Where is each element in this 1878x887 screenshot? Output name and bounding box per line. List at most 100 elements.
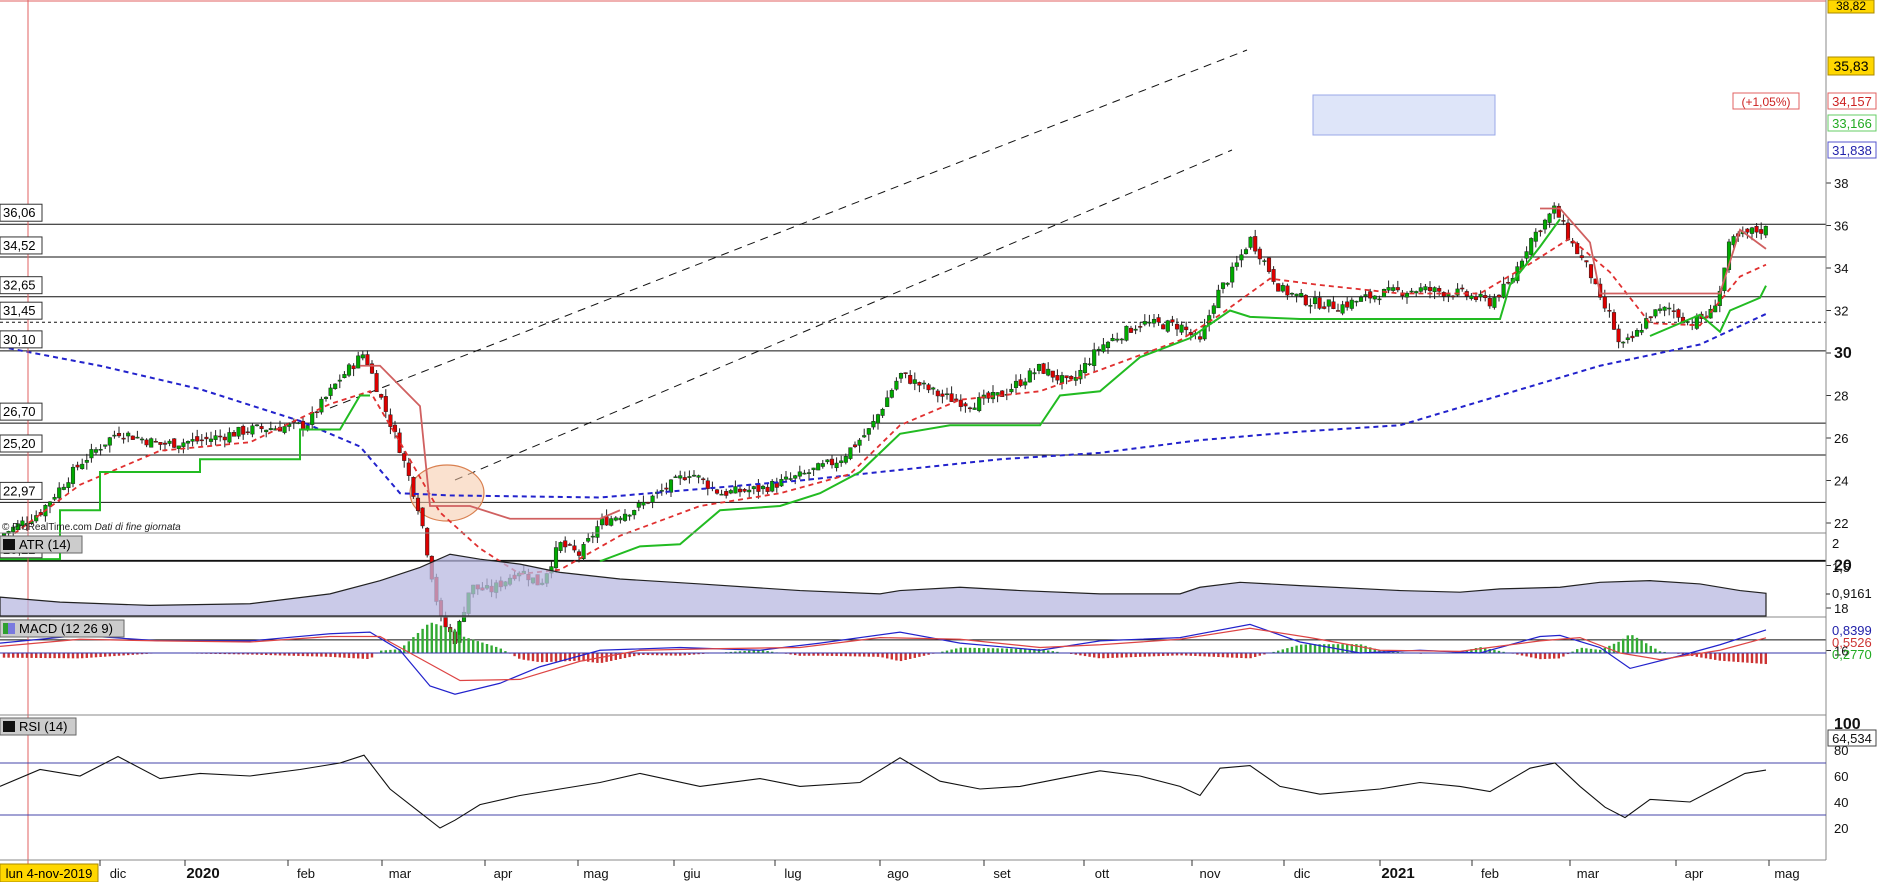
candle-body: [898, 373, 904, 379]
candle-body: [231, 432, 237, 437]
macd-histogram-bar: [1502, 651, 1505, 653]
level-label: 32,65: [3, 278, 36, 293]
macd-histogram-bar: [1033, 649, 1036, 653]
candle-body: [1639, 329, 1644, 333]
candle-body: [1294, 293, 1299, 297]
macd-histogram-bar: [136, 653, 139, 655]
candle-body: [1372, 295, 1377, 300]
time-axis-label: apr: [494, 866, 513, 881]
macd-histogram-bar: [1028, 648, 1031, 653]
candle-body: [1142, 321, 1147, 325]
atr-area: [0, 553, 1767, 617]
macd-histogram-bar: [1249, 653, 1252, 659]
candle-body: [1450, 295, 1456, 298]
badge-stop-green: 33,166: [1827, 114, 1877, 132]
macd-histogram-bar: [324, 653, 328, 657]
candle-body: [80, 463, 85, 470]
macd-histogram-bar: [1534, 653, 1537, 659]
macd-histogram-bar: [439, 625, 443, 653]
macd-histogram-bar: [1005, 648, 1008, 653]
candle-body: [204, 436, 209, 440]
candle-body: [586, 538, 591, 542]
candle-body: [599, 518, 605, 526]
macd-value-signal: 0,5526: [1832, 635, 1872, 650]
macd-histogram-bar: [1599, 649, 1602, 653]
macd-histogram-bar: [881, 653, 884, 658]
candle-body: [949, 393, 954, 402]
candle-body: [1381, 289, 1387, 298]
price-tick-label: 30: [1834, 345, 1852, 362]
macd-histogram-bar: [826, 653, 829, 656]
macd-histogram-bar: [1645, 643, 1648, 653]
candle-body: [894, 380, 899, 390]
time-axis-label: feb: [1481, 866, 1499, 881]
candle-body: [742, 489, 747, 492]
candle-body: [931, 387, 936, 390]
candle-body: [1354, 300, 1359, 303]
candle-body: [1128, 327, 1134, 333]
candle-body: [1064, 375, 1069, 379]
candle-body: [1147, 321, 1152, 324]
macd-histogram-bar: [1580, 647, 1583, 653]
candle-body: [1059, 375, 1065, 383]
macd-histogram-bar: [1093, 653, 1096, 658]
macd-histogram-bar: [412, 637, 415, 653]
candle-body: [1345, 301, 1350, 308]
atr-tick: 1,5: [1832, 560, 1850, 575]
candle-body: [1602, 296, 1607, 309]
candle-body: [158, 442, 163, 445]
macd-histogram-bar: [568, 653, 571, 662]
candle-body: [1754, 226, 1759, 233]
macd-histogram-bar: [311, 653, 314, 657]
candle-body: [1073, 377, 1078, 381]
candle-body: [268, 428, 273, 430]
macd-histogram-bar: [421, 628, 424, 653]
macd-histogram-bar: [748, 650, 751, 653]
candle-body: [1220, 282, 1226, 289]
macd-histogram-bar: [1562, 653, 1565, 657]
macd-histogram-bar: [1709, 653, 1712, 660]
macd-histogram-bar: [1323, 644, 1326, 653]
candle-body: [963, 403, 968, 407]
candle-body: [52, 497, 57, 500]
candle-body: [1538, 230, 1543, 233]
macd-histogram-bar: [1231, 653, 1234, 658]
svg-text:MACD (12 26 9): MACD (12 26 9): [19, 621, 113, 636]
macd-histogram-bar: [591, 653, 594, 663]
candle-body: [944, 393, 950, 396]
candle-body: [1197, 336, 1203, 340]
price-tick-label: 28: [1834, 389, 1848, 404]
candle-body: [1312, 297, 1318, 305]
macd-histogram-bar: [1746, 653, 1749, 663]
svg-text:lun 4-nov-2019: lun 4-nov-2019: [6, 866, 93, 881]
candle-body: [1326, 299, 1331, 307]
macd-histogram-bar: [1134, 653, 1137, 658]
macd-histogram-bar: [1649, 645, 1652, 653]
macd-histogram-bar: [1626, 635, 1629, 653]
candle-body: [917, 382, 922, 386]
macd-histogram-bar: [127, 653, 130, 656]
candle-body: [38, 512, 43, 516]
macd-histogram-bar: [669, 653, 673, 656]
candle-body: [986, 392, 991, 399]
candle-body: [153, 441, 158, 443]
macd-histogram: [2, 622, 1767, 665]
macd-histogram-bar: [637, 653, 640, 656]
candle-body: [1174, 323, 1180, 330]
macd-histogram-bar: [1097, 653, 1100, 659]
candle-body: [406, 462, 411, 476]
candle-body: [1657, 308, 1663, 311]
price-level-lines: [0, 0, 1826, 641]
macd-histogram-bar: [1681, 653, 1685, 655]
macd-histogram-bar: [522, 653, 525, 660]
macd-histogram-bar: [1355, 644, 1358, 653]
macd-histogram-bar: [1704, 653, 1708, 659]
macd-histogram-bar: [288, 653, 291, 656]
candle-body: [977, 397, 982, 412]
macd-histogram-bar: [453, 629, 456, 653]
candle-body: [70, 466, 76, 484]
candle-body: [1156, 317, 1161, 323]
candle-body: [342, 374, 347, 379]
candle-body: [337, 379, 342, 382]
macd-histogram-bar: [246, 653, 249, 655]
